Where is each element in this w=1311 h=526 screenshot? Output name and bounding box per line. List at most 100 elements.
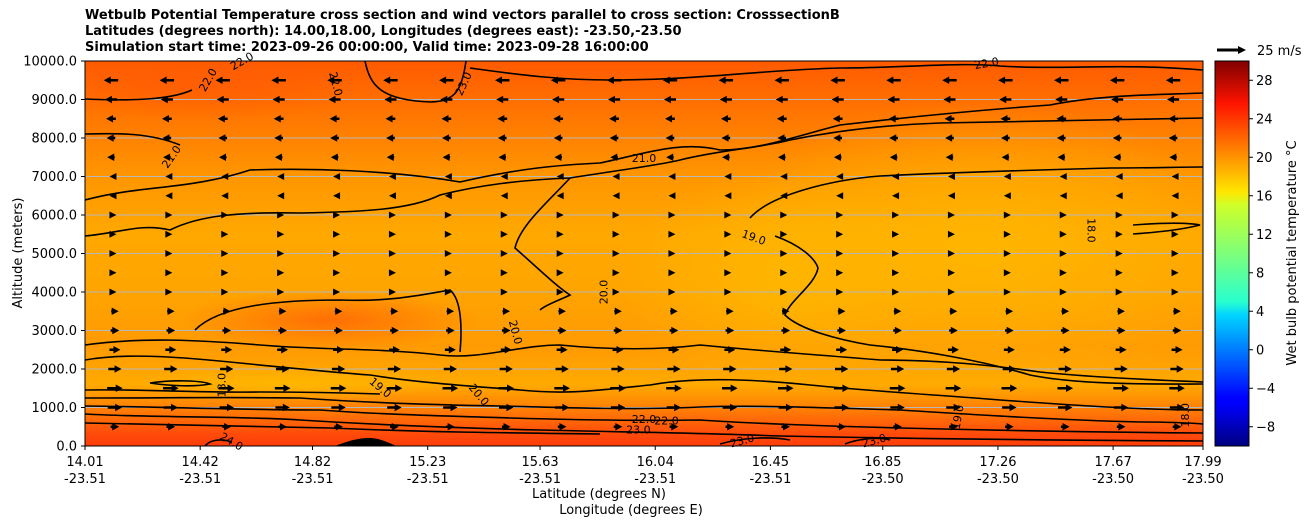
wind-arrow <box>330 153 339 162</box>
wind-arrow <box>1057 153 1065 162</box>
wind-arrow <box>444 230 452 238</box>
x-tick-label-lat: 17.67 <box>1095 455 1132 470</box>
wind-arrow <box>947 192 955 200</box>
wind-arrow <box>1172 326 1182 335</box>
wind-arrow <box>444 192 452 200</box>
contour-line <box>85 422 601 435</box>
wind-arrow <box>998 76 1013 85</box>
wind-arrow <box>1001 134 1010 142</box>
x-tick-label-lat: 15.23 <box>409 455 446 470</box>
y-tick-label: 5000.0 <box>32 247 78 262</box>
wind-arrow <box>1115 288 1123 296</box>
wind-arrow <box>390 307 399 316</box>
wind-arrow <box>444 211 452 219</box>
wind-arrow <box>1114 365 1128 373</box>
wind-arrow <box>665 114 675 123</box>
wind-arrow <box>893 307 902 316</box>
contour-label: 22.0 <box>973 55 999 72</box>
x-tick-label-lon: -23.51 <box>179 472 221 487</box>
wind-arrow <box>1115 250 1123 257</box>
wind-arrow <box>107 403 123 412</box>
wind-arrow <box>943 95 956 104</box>
wind-arrow <box>500 288 508 296</box>
wind-arrow <box>1111 95 1124 104</box>
wind-arrow <box>500 250 508 257</box>
wind-arrow <box>103 76 119 85</box>
wind-arrow <box>836 192 844 200</box>
wind-arrow <box>1059 192 1067 200</box>
wind-arrow <box>274 153 283 162</box>
wind-arrow <box>441 114 452 123</box>
wind-arrow <box>166 326 176 335</box>
contour-line <box>85 355 1203 411</box>
wind-arrow <box>892 230 900 238</box>
wind-arrow <box>1171 269 1179 277</box>
wind-arrow <box>277 192 285 200</box>
wind-arrow <box>946 403 961 412</box>
wind-arrow <box>327 76 342 85</box>
y-tick-label: 8000.0 <box>32 132 78 147</box>
wind-arrow <box>333 173 341 180</box>
wind-arrow <box>552 95 565 104</box>
wind-arrow <box>949 422 958 431</box>
wind-arrow <box>386 134 395 142</box>
wind-arrow <box>1003 288 1011 296</box>
wind-arrow <box>271 76 286 85</box>
wind-arrow <box>945 153 954 162</box>
wind-arrow <box>331 365 346 373</box>
wind-arrow <box>440 95 453 104</box>
y-tick-label: 7000.0 <box>32 170 78 185</box>
wind-arrow <box>831 95 844 104</box>
x-tick-label-lat: 15.63 <box>521 455 558 470</box>
wind-arrow <box>109 288 117 296</box>
wind-arrow <box>390 326 399 335</box>
wind-arrow <box>388 192 396 200</box>
wind-arrow <box>610 384 626 393</box>
contour-line <box>85 389 381 395</box>
wind-arrow <box>607 95 621 104</box>
wind-arrow <box>667 365 681 373</box>
wind-arrow <box>277 230 285 238</box>
wind-arrow <box>1059 269 1067 277</box>
wind-arrow <box>670 307 678 316</box>
wind-arrow <box>1003 211 1011 219</box>
wind-arrow <box>1113 384 1129 393</box>
wind-arrow <box>557 326 567 335</box>
wind-arrow <box>554 384 570 393</box>
y-tick-label: 4000.0 <box>32 286 78 301</box>
contour-line <box>85 405 1203 434</box>
wind-arrow <box>446 326 455 335</box>
x-tick-label-lat: 16.04 <box>637 455 674 470</box>
wind-arrow <box>1169 153 1177 162</box>
wind-arrow <box>612 192 620 200</box>
wind-reference-key: 25 m/s <box>1217 44 1302 59</box>
wind-arrow <box>1116 422 1126 431</box>
wind-arrow <box>553 114 564 123</box>
wind-arrow <box>387 365 402 373</box>
wind-arrow <box>610 153 618 162</box>
wind-arrow <box>777 134 787 142</box>
wind-arrow <box>892 211 900 219</box>
wind-arrow <box>163 384 179 393</box>
wind-arrow <box>1059 345 1071 354</box>
wind-arrow <box>1171 288 1179 296</box>
wind-arrow <box>442 384 459 393</box>
wind-arrow <box>949 307 958 316</box>
wind-arrow <box>277 250 285 257</box>
wind-arrow <box>443 403 458 412</box>
contour-line <box>85 132 181 146</box>
wind-arrow <box>221 211 229 219</box>
wind-arrow <box>780 230 788 238</box>
wind-arrow <box>556 173 564 180</box>
wind-arrow <box>780 288 788 296</box>
wind-arrow <box>669 422 679 431</box>
wind-arrow <box>109 173 117 180</box>
wind-arrow <box>222 422 232 431</box>
wind-arrow <box>221 230 229 238</box>
x-tick-label-lon: -23.51 <box>519 472 561 487</box>
wind-arrow <box>500 269 508 277</box>
wind-arrow <box>725 326 735 335</box>
wind-arrow <box>780 250 788 257</box>
wind-arrow <box>947 288 955 296</box>
wind-arrow <box>836 173 844 180</box>
